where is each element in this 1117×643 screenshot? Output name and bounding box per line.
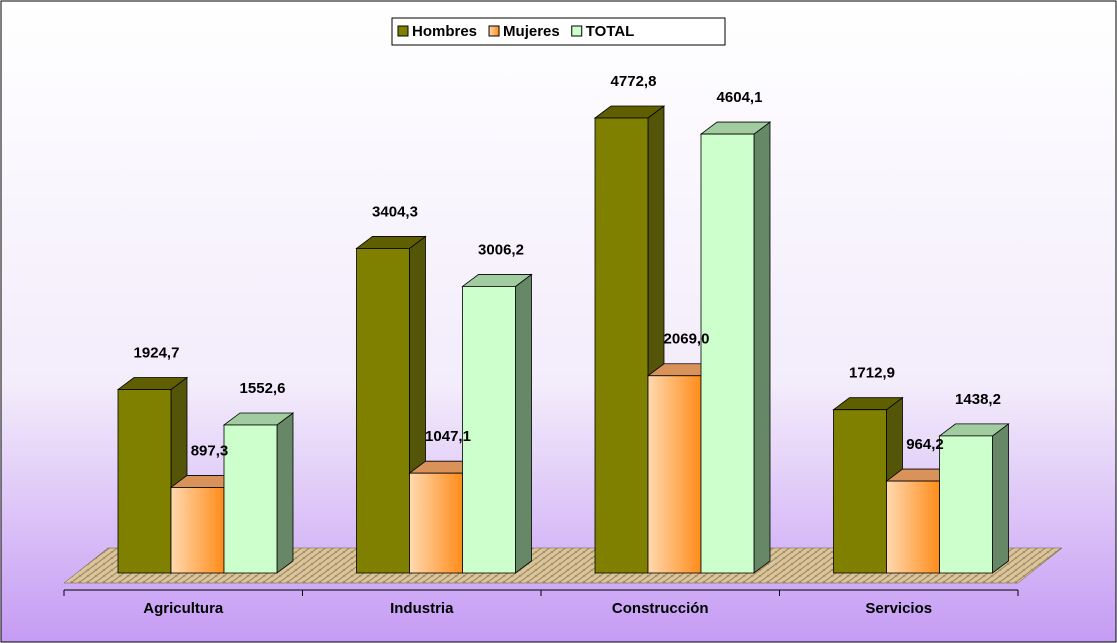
bar: [462, 286, 516, 574]
bar: [939, 435, 993, 574]
bar: [409, 472, 463, 574]
data-label: 4604,1: [717, 89, 763, 106]
legend-swatch: [571, 25, 583, 37]
legend-swatch: [397, 25, 409, 37]
data-label: 1047,1: [425, 428, 471, 445]
legend-label: TOTAL: [586, 23, 635, 40]
data-label: 3404,3: [372, 203, 418, 220]
bar-side: [515, 273, 532, 574]
data-label: 1712,9: [849, 365, 895, 382]
x-tick-label: Industria: [390, 600, 454, 617]
data-label: 964,2: [906, 436, 944, 453]
data-label: 897,3: [191, 442, 229, 459]
bar-side: [276, 412, 294, 574]
legend-label: Hombres: [412, 23, 477, 40]
data-label: 2069,0: [664, 331, 710, 348]
bar: [833, 409, 887, 574]
legend: [391, 17, 726, 46]
data-label: 1924,7: [134, 344, 180, 361]
legend-label: Mujeres: [503, 23, 560, 40]
x-tick-label: Agricultura: [143, 600, 224, 617]
bar: [170, 487, 225, 574]
data-label: 1552,6: [240, 380, 286, 397]
bar: [117, 389, 172, 574]
x-tick-label: Servicios: [865, 600, 932, 617]
data-label: 1438,2: [955, 391, 1001, 408]
bar-side: [753, 121, 771, 574]
bar: [700, 133, 755, 574]
bar: [886, 480, 940, 574]
data-label: 4772,8: [611, 73, 657, 90]
bar: [647, 375, 702, 574]
bar: [594, 117, 649, 574]
legend-swatch: [488, 25, 500, 37]
bar: [356, 248, 410, 574]
x-tick-label: Construcción: [612, 600, 709, 617]
data-label: 3006,2: [478, 241, 524, 258]
bar: [223, 424, 278, 574]
bar-side: [992, 423, 1009, 574]
